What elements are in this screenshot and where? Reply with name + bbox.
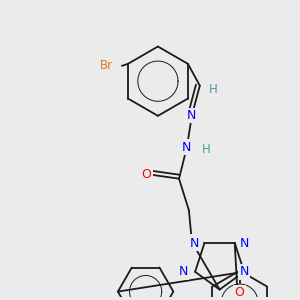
Text: N: N xyxy=(240,236,249,250)
Text: N: N xyxy=(239,265,249,278)
Text: Br: Br xyxy=(100,59,113,72)
Text: N: N xyxy=(187,109,196,122)
Text: N: N xyxy=(178,265,188,278)
Text: N: N xyxy=(190,236,199,250)
Text: N: N xyxy=(182,140,192,154)
Text: H: H xyxy=(209,83,218,96)
Text: O: O xyxy=(235,286,244,299)
Text: S: S xyxy=(188,236,196,248)
Text: H: H xyxy=(202,143,211,157)
Text: O: O xyxy=(141,168,151,181)
